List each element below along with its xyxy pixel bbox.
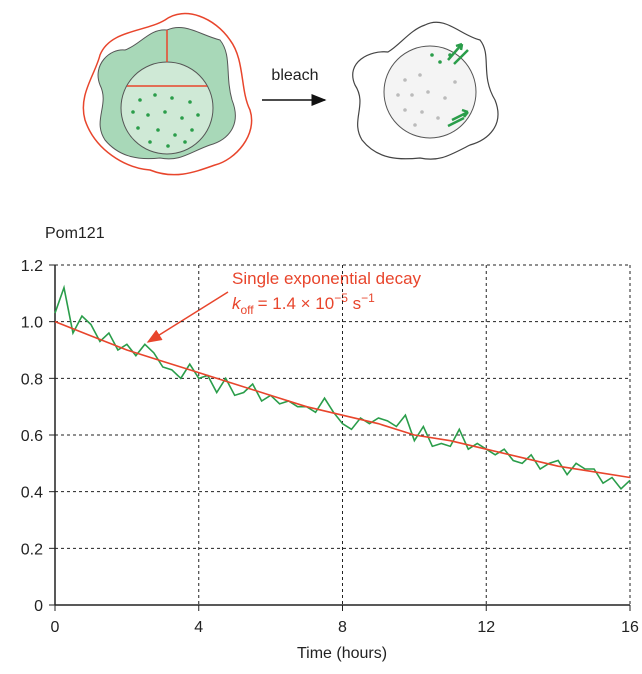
formula-exp: −5: [334, 291, 348, 305]
chart-title: Pom121: [45, 225, 105, 242]
diagram: bleach: [82, 12, 499, 176]
diagram-label: bleach: [271, 67, 318, 84]
series-line: [54, 284, 631, 491]
y-tick-label: 0.6: [21, 428, 43, 445]
annotation-formula: koff = 1.4 × 10−5 s−1: [232, 291, 375, 317]
y-tick-label: 0.8: [21, 371, 43, 388]
y-tick-label: 1.0: [21, 315, 43, 332]
formula-eq: = 1.4 × 10: [258, 294, 335, 313]
x-tick-label: 12: [477, 619, 495, 636]
annotation-arrow: [146, 291, 229, 343]
x-tick-label: 8: [338, 619, 347, 636]
formula-sub: off: [241, 303, 255, 317]
formula-unit-exp: −1: [361, 291, 375, 305]
y-tick-label: 0.4: [21, 485, 43, 502]
x-tick-label: 16: [621, 619, 639, 636]
series-line: [54, 320, 631, 479]
y-tick-label: 1.2: [21, 258, 43, 275]
y-tick-label: 0: [34, 598, 43, 615]
x-axis-label: Time (hours): [297, 645, 387, 662]
y-tick-label: 0.2: [21, 541, 43, 558]
formula-unit: s: [348, 294, 361, 313]
formula-k: k: [232, 294, 242, 313]
annotation-title: Single exponential decay: [232, 269, 422, 288]
x-tick-label: 4: [194, 619, 203, 636]
x-tick-label: 0: [51, 619, 60, 636]
